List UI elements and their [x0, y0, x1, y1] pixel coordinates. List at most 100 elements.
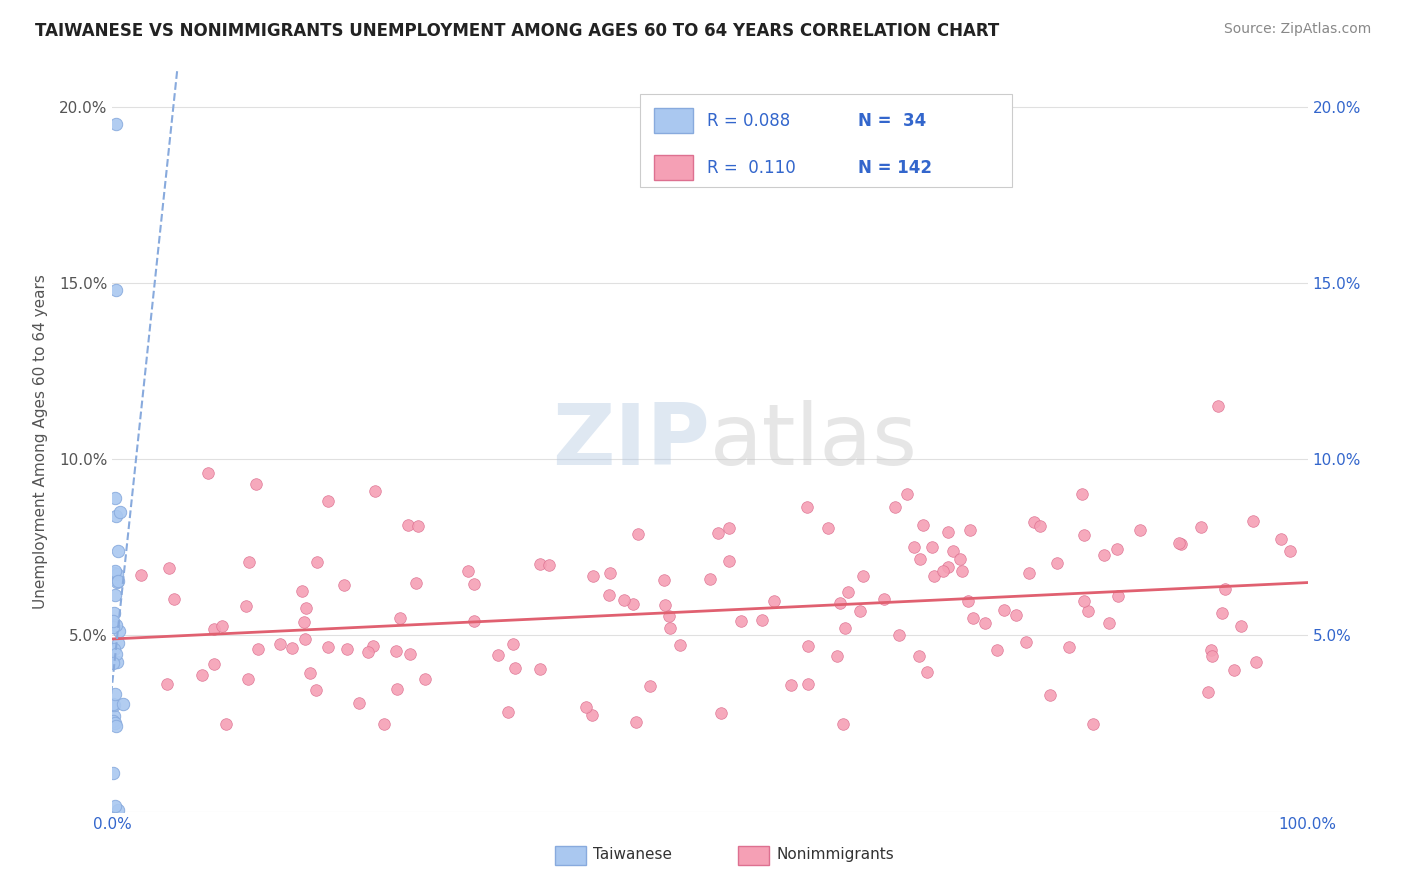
Point [107, 803, 129, 817]
Point [1167, 536, 1189, 550]
Point [1015, 635, 1038, 649]
Point [406, 519, 429, 533]
Point [156, 677, 179, 691]
Point [157, 561, 180, 575]
Point [333, 578, 356, 592]
Text: N =  34: N = 34 [858, 112, 927, 130]
Point [908, 552, 931, 566]
Point [103, 709, 125, 723]
Point [1189, 520, 1212, 534]
Point [318, 640, 340, 654]
Point [236, 673, 259, 687]
Point [316, 494, 339, 508]
Text: Source: ZipAtlas.com: Source: ZipAtlas.com [1223, 22, 1371, 37]
Point [103, 566, 125, 581]
Point [498, 705, 520, 719]
Point [796, 500, 818, 515]
Point [957, 593, 980, 607]
Point [828, 596, 851, 610]
Point [852, 568, 875, 582]
Point [932, 565, 955, 579]
Point [936, 525, 959, 540]
Point [903, 540, 925, 554]
Point [1107, 589, 1129, 603]
Point [349, 696, 371, 710]
Point [129, 568, 152, 582]
Point [1073, 528, 1095, 542]
Point [103, 642, 125, 657]
Point [1070, 487, 1092, 501]
Point [669, 638, 692, 652]
Point [922, 568, 945, 582]
Point [463, 577, 485, 591]
Point [718, 554, 741, 568]
Point [202, 622, 225, 636]
Point [849, 604, 872, 618]
Point [1059, 640, 1081, 654]
Text: Taiwanese: Taiwanese [593, 847, 672, 862]
Point [1022, 515, 1045, 529]
Point [101, 656, 124, 670]
Point [872, 592, 894, 607]
Point [1206, 399, 1229, 413]
Point [104, 588, 127, 602]
Point [658, 608, 681, 623]
Point [111, 697, 134, 711]
Point [357, 645, 380, 659]
Point [101, 697, 124, 711]
Point [1201, 649, 1223, 664]
Point [640, 679, 662, 693]
Point [949, 551, 972, 566]
Point [101, 620, 124, 634]
Point [1129, 524, 1152, 538]
Point [197, 467, 219, 481]
Point [699, 572, 721, 586]
Point [1105, 541, 1128, 556]
Point [1077, 604, 1099, 618]
Point [959, 523, 981, 537]
Point [1244, 655, 1267, 669]
Point [247, 642, 270, 657]
Point [101, 766, 124, 780]
Point [104, 491, 127, 505]
Point [291, 584, 314, 599]
Point [529, 662, 551, 676]
Point [751, 613, 773, 627]
Point [396, 518, 419, 533]
Point [581, 708, 603, 723]
Point [1223, 663, 1246, 677]
Point [107, 636, 129, 650]
Point [1279, 543, 1302, 558]
Point [104, 686, 127, 700]
Point [388, 610, 411, 624]
Point [105, 566, 128, 581]
Point [654, 598, 676, 612]
Text: R =  0.110: R = 0.110 [707, 159, 796, 177]
Point [103, 606, 125, 620]
Point [1029, 519, 1052, 533]
Point [1229, 619, 1251, 633]
Point [1039, 688, 1062, 702]
Point [108, 505, 131, 519]
Point [962, 611, 984, 625]
Point [457, 564, 479, 578]
Point [101, 656, 124, 670]
Point [1197, 684, 1219, 698]
Point [911, 518, 934, 533]
Point [796, 640, 818, 654]
Point [235, 599, 257, 613]
Point [294, 632, 316, 646]
Point [624, 714, 647, 729]
Point [1170, 537, 1192, 551]
Point [598, 588, 620, 602]
Point [825, 648, 848, 663]
Point [883, 500, 905, 514]
Point [280, 640, 302, 655]
Point [361, 639, 384, 653]
Point [718, 521, 741, 535]
Point [104, 508, 127, 523]
Point [269, 637, 291, 651]
Point [238, 555, 260, 569]
Point [707, 526, 730, 541]
Point [385, 682, 408, 697]
